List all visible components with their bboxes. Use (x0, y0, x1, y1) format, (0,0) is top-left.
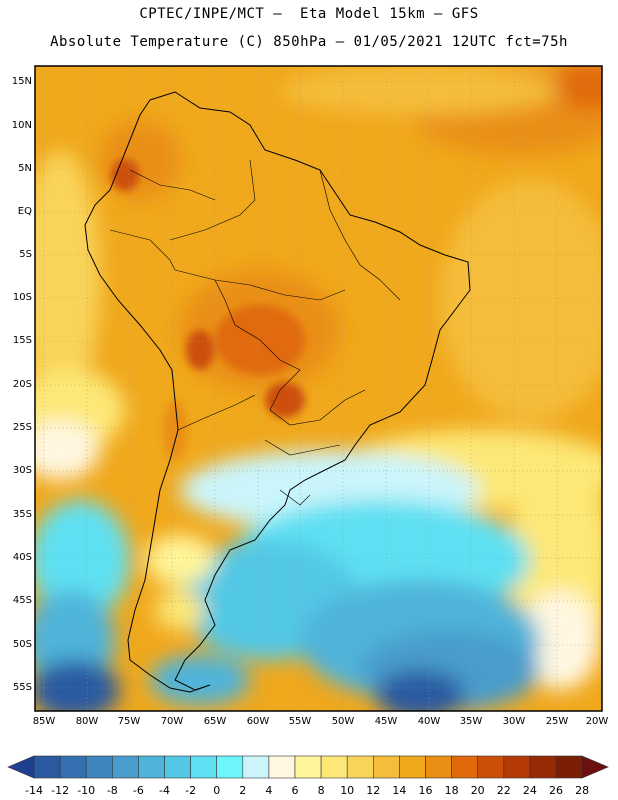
lon-label: 80W (75, 716, 99, 727)
colorbar-swatch (164, 755, 191, 779)
lon-label: 50W (331, 716, 355, 727)
colorbar (7, 755, 609, 779)
lat-lon-grid (35, 66, 602, 711)
colorbar-tick-label: -8 (106, 784, 118, 797)
colorbar-swatch (112, 755, 139, 779)
lat-label: 35S (12, 509, 32, 520)
lat-label: 25S (12, 422, 32, 433)
colorbar-swatch (451, 755, 479, 779)
lat-label: 45S (12, 595, 32, 606)
colorbar-arrow-low (7, 755, 35, 779)
colorbar-swatch (346, 755, 374, 779)
lat-label: 55S (12, 682, 32, 693)
colorbar-swatch (216, 755, 244, 779)
colorbar-swatch (399, 755, 426, 779)
lon-label: 70W (160, 716, 184, 727)
lat-label: 10N (11, 120, 32, 131)
colorbar-swatch (268, 755, 296, 779)
colorbar-tick-label: -2 (185, 784, 197, 797)
lon-label: 75W (117, 716, 141, 727)
lat-label: 30S (12, 465, 32, 476)
lon-label: 45W (374, 716, 398, 727)
lon-label: 35W (459, 716, 483, 727)
colorbar-swatch (320, 755, 348, 779)
colorbar-tick-label: 22 (496, 784, 511, 797)
lon-label: 20W (585, 716, 609, 727)
colorbar-swatch (242, 755, 270, 779)
colorbar-arrow-high (581, 755, 609, 779)
colorbar-tick-label: 4 (265, 784, 273, 797)
lat-label: 50S (12, 639, 32, 650)
colorbar-swatch (190, 755, 218, 779)
colorbar-swatch (555, 755, 583, 779)
colorbar-swatch (59, 755, 87, 779)
colorbar-tick-label: 18 (444, 784, 459, 797)
lon-label: 60W (246, 716, 270, 727)
chart-title-line1: CPTEC/INPE/MCT – Eta Model 15km – GFS (139, 6, 479, 22)
colorbar-swatch (425, 755, 452, 779)
lon-label: 85W (32, 716, 56, 727)
country-borders (109, 159, 401, 506)
colorbar-tick-label: 10 (340, 784, 355, 797)
lat-label: EQ (17, 206, 32, 217)
continent-outline (84, 91, 471, 693)
colorbar-tick-label: 24 (522, 784, 537, 797)
lat-label: 5N (18, 163, 32, 174)
lon-label: 65W (203, 716, 227, 727)
colorbar-swatch (33, 755, 61, 779)
lat-label: 10S (12, 292, 32, 303)
lat-label: 15N (11, 76, 32, 87)
temperature-map (34, 65, 603, 712)
lon-label: 55W (288, 716, 312, 727)
colorbar-tick-label: -14 (25, 784, 43, 797)
lat-label: 15S (12, 335, 32, 346)
map-frame (34, 65, 603, 712)
colorbar-tick-label: -10 (77, 784, 96, 797)
colorbar-tick-label: 6 (291, 784, 299, 797)
colorbar-tick-label: -6 (132, 784, 144, 797)
colorbar-tick-label: 14 (392, 784, 407, 797)
lon-label: 30W (502, 716, 526, 727)
temperature-field (35, 66, 602, 711)
colorbar-tick-label: 0 (213, 784, 221, 797)
chart-title-line2: Absolute Temperature (C) 850hPa – 01/05/… (50, 34, 568, 50)
colorbar-tick-label: 2 (239, 784, 247, 797)
colorbar-swatch (372, 755, 400, 779)
colorbar-tick-label: 16 (418, 784, 433, 797)
colorbar-tick-label: 26 (549, 784, 563, 797)
colorbar-swatch (138, 755, 165, 779)
lat-label: 20S (12, 379, 32, 390)
colorbar-swatch (477, 755, 505, 779)
lat-label: 40S (12, 552, 32, 563)
colorbar-tick-label: -4 (159, 784, 170, 797)
colorbar-swatch (85, 755, 113, 779)
colorbar-swatch (294, 755, 322, 779)
colorbar-tick-label: 20 (470, 784, 485, 797)
colorbar-tick-label: 28 (575, 784, 590, 797)
lat-label: 5S (19, 249, 32, 260)
colorbar-tick-label: 12 (366, 784, 381, 797)
colorbar-swatch (503, 755, 531, 779)
colorbar-tick-label: -12 (51, 784, 70, 797)
lon-label: 40W (417, 716, 441, 727)
lon-label: 25W (545, 716, 569, 727)
colorbar-tick-label: 8 (317, 784, 325, 797)
colorbar-swatch (529, 755, 557, 779)
